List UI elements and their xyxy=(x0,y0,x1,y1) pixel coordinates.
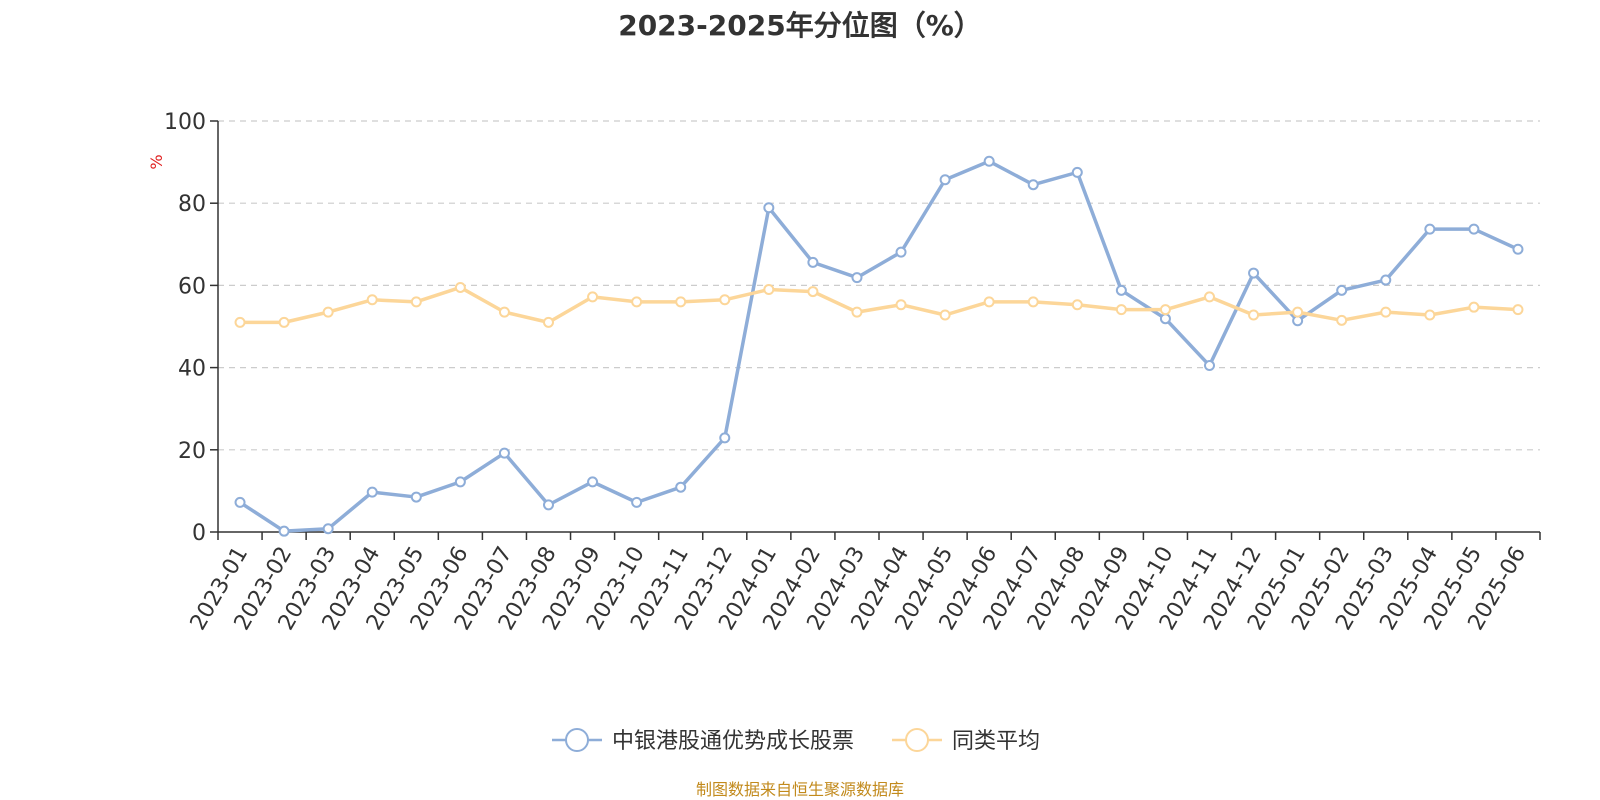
data-point[interactable] xyxy=(1204,291,1215,303)
data-point[interactable] xyxy=(543,316,554,328)
grid-lines xyxy=(218,120,1540,451)
data-point[interactable] xyxy=(543,499,554,511)
data-point[interactable] xyxy=(1380,306,1392,318)
line-chart: 020406080100%2023-012023-022023-032023-0… xyxy=(147,110,1541,754)
data-point[interactable] xyxy=(1071,166,1083,178)
data-point[interactable] xyxy=(675,296,687,308)
data-point[interactable] xyxy=(322,523,334,535)
data-point[interactable] xyxy=(366,486,378,498)
data-point[interactable] xyxy=(983,155,995,167)
data-point[interactable] xyxy=(807,256,819,268)
y-tick-label: 0 xyxy=(192,521,206,546)
data-point[interactable] xyxy=(807,286,819,298)
data-point[interactable] xyxy=(1248,309,1260,321)
data-point[interactable] xyxy=(322,306,334,318)
data-point[interactable] xyxy=(454,281,466,293)
data-point[interactable] xyxy=(1027,296,1039,308)
data-point[interactable] xyxy=(278,316,290,328)
data-point[interactable] xyxy=(587,291,599,303)
data-point[interactable] xyxy=(1468,301,1480,313)
data-point[interactable] xyxy=(763,202,775,214)
data-point[interactable] xyxy=(939,309,951,321)
data-point[interactable] xyxy=(410,296,422,308)
legend-marker-icon xyxy=(565,728,589,752)
data-point[interactable] xyxy=(498,447,510,459)
data-point[interactable] xyxy=(1512,304,1524,316)
y-tick-label: 40 xyxy=(178,357,206,382)
data-point[interactable] xyxy=(895,299,907,311)
legend-item-1[interactable]: 中银港股通优势成长股票 xyxy=(552,728,854,754)
y-tick-label: 20 xyxy=(178,439,206,464)
data-point[interactable] xyxy=(1115,284,1127,296)
legend[interactable]: 中银港股通优势成长股票 同类平均 xyxy=(552,728,1040,754)
legend-item-2[interactable]: 同类平均 xyxy=(892,728,1040,754)
data-point[interactable] xyxy=(1071,299,1083,311)
series-line-1 xyxy=(238,159,1520,533)
axes: 020406080100%2023-012023-022023-032023-0… xyxy=(147,110,1541,635)
data-point[interactable] xyxy=(1248,267,1260,279)
legend-label: 同类平均 xyxy=(952,729,1040,754)
data-point[interactable] xyxy=(1027,179,1039,191)
y-axis-label: % xyxy=(147,154,166,169)
data-point[interactable] xyxy=(895,246,907,258)
data-point[interactable] xyxy=(851,272,863,284)
data-point[interactable] xyxy=(454,476,466,488)
data-point[interactable] xyxy=(278,525,290,537)
data-point[interactable] xyxy=(234,496,246,508)
data-point[interactable] xyxy=(1159,304,1171,316)
data-point[interactable] xyxy=(939,174,951,186)
data-point[interactable] xyxy=(1159,313,1171,325)
legend-label: 中银港股通优势成长股票 xyxy=(612,729,854,754)
data-point[interactable] xyxy=(1512,243,1524,255)
data-point[interactable] xyxy=(366,294,378,306)
data-point[interactable] xyxy=(983,296,995,308)
data-point[interactable] xyxy=(1336,284,1348,296)
data-point[interactable] xyxy=(1468,223,1480,235)
data-point[interactable] xyxy=(631,496,643,508)
data-point[interactable] xyxy=(631,296,643,308)
data-point[interactable] xyxy=(719,294,731,306)
data-point[interactable] xyxy=(1380,274,1392,286)
data-point[interactable] xyxy=(1336,314,1348,326)
data-point[interactable] xyxy=(675,481,687,493)
y-tick-label: 80 xyxy=(178,192,206,217)
data-point[interactable] xyxy=(719,432,731,444)
chart-title: 2023-2025年分位图（%） xyxy=(618,9,982,42)
data-point[interactable] xyxy=(1292,306,1304,318)
data-point[interactable] xyxy=(1424,309,1436,321)
series-lines xyxy=(234,155,1524,537)
series-line-2 xyxy=(238,285,1520,325)
data-point[interactable] xyxy=(1204,360,1215,372)
data-point[interactable] xyxy=(1424,223,1436,235)
data-point[interactable] xyxy=(234,316,246,328)
data-point[interactable] xyxy=(587,476,599,488)
data-point[interactable] xyxy=(1115,304,1127,316)
legend-marker-icon xyxy=(905,728,929,752)
source-note: 制图数据来自恒生聚源数据库 xyxy=(695,780,904,799)
data-point[interactable] xyxy=(410,491,422,503)
data-point[interactable] xyxy=(763,284,775,296)
data-point[interactable] xyxy=(498,306,510,318)
y-tick-label: 100 xyxy=(164,110,206,135)
data-point[interactable] xyxy=(851,306,863,318)
y-tick-label: 60 xyxy=(178,274,206,299)
